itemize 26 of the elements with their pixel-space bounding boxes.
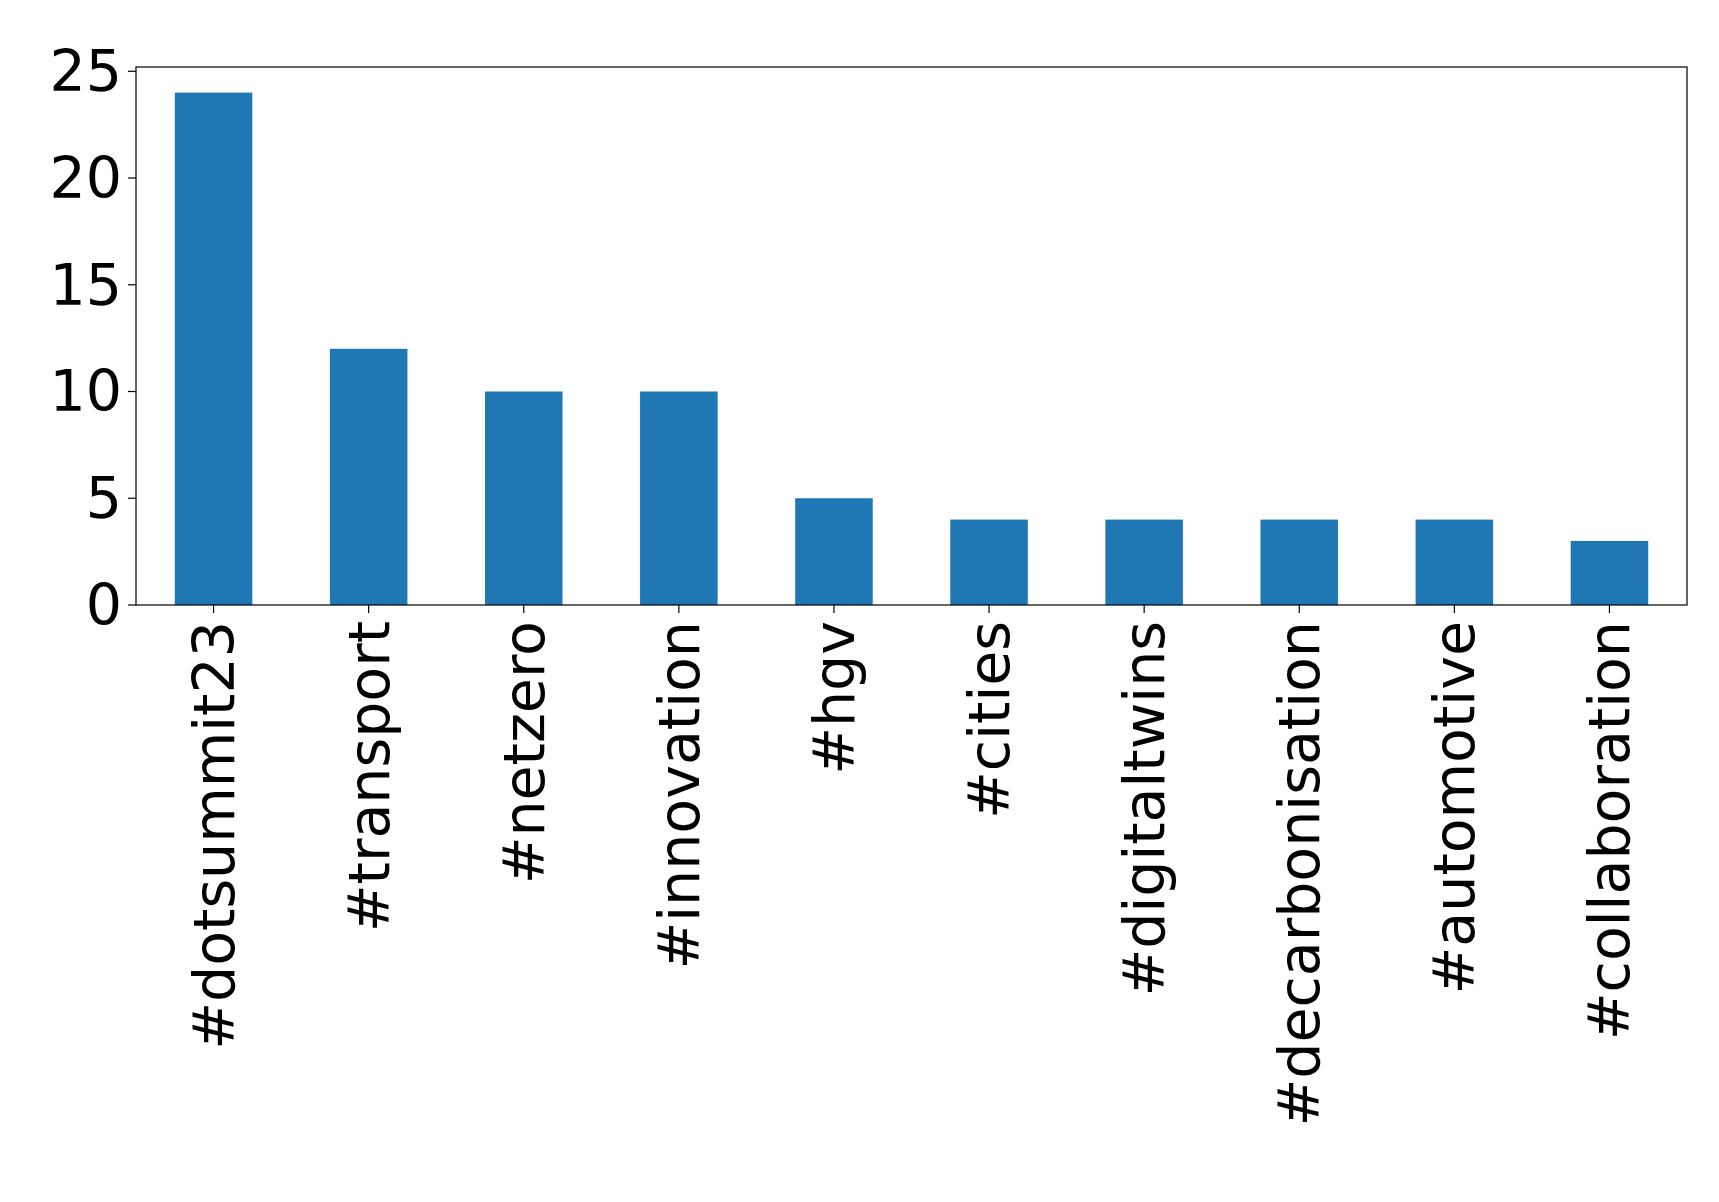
- x-tick-label: #automotive: [1421, 621, 1488, 995]
- x-tick-label: #dotsummit23: [180, 621, 247, 1050]
- y-tick-label: 25: [49, 38, 122, 105]
- bar: [1260, 519, 1339, 605]
- bar: [174, 92, 253, 605]
- bar: [1105, 519, 1183, 605]
- x-tick-label: #transport: [335, 621, 402, 933]
- x-tick-label: #collaboration: [1576, 621, 1643, 1041]
- bar: [1415, 519, 1494, 605]
- bar: [950, 519, 1028, 605]
- bar: [329, 348, 408, 605]
- bar: [484, 391, 563, 605]
- bar: [1570, 540, 1649, 605]
- x-tick-label: #innovation: [645, 621, 712, 970]
- y-tick-label: 15: [49, 251, 122, 318]
- y-tick-label: 10: [49, 358, 122, 425]
- x-tick-label: #hgv: [800, 621, 867, 775]
- y-tick-label: 5: [85, 465, 122, 532]
- bar: [640, 391, 718, 605]
- bar: [795, 498, 873, 605]
- y-tick-label: 20: [49, 144, 122, 211]
- y-tick-label: 0: [85, 571, 122, 638]
- x-tick-label: #cities: [956, 621, 1022, 819]
- x-tick-label: #netzero: [490, 621, 557, 885]
- x-tick-label: #digitaltwins: [1111, 621, 1178, 997]
- x-tick-label: #decarbonisation: [1266, 621, 1333, 1127]
